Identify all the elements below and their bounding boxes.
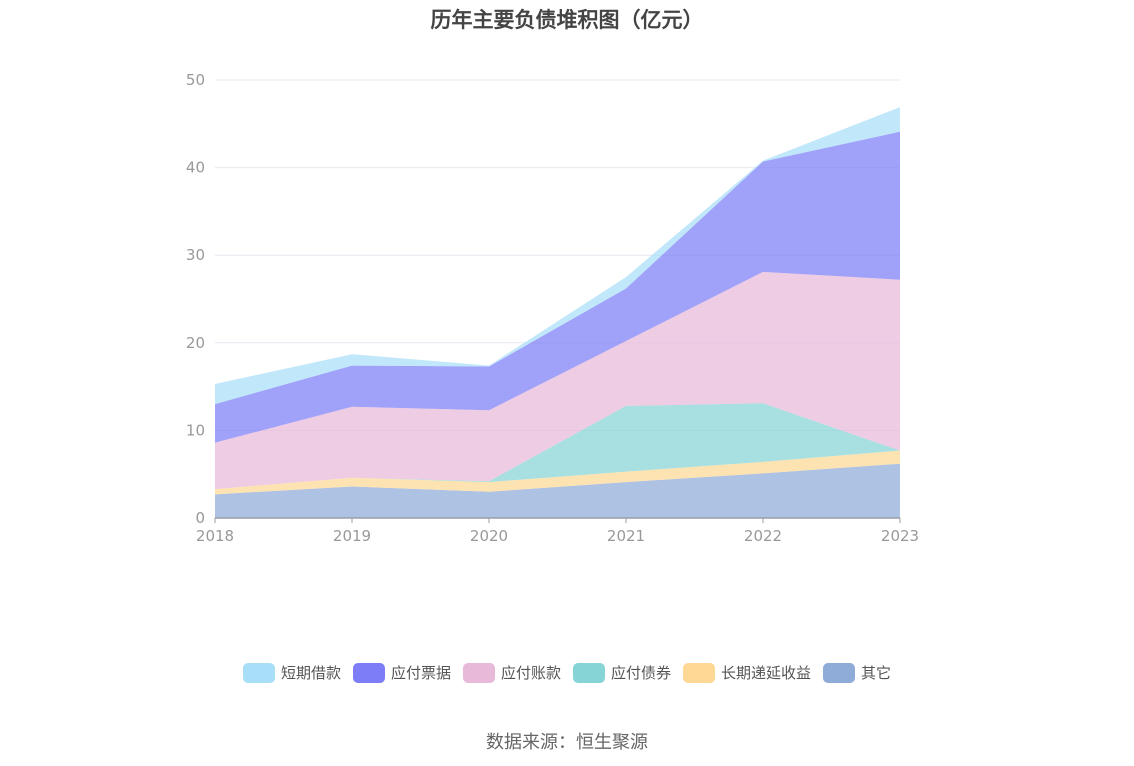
- x-tick-label-5: 2023: [881, 527, 919, 545]
- legend-item-1[interactable]: 应付票据: [352, 662, 451, 683]
- chart-title: 历年主要负债堆积图（亿元）: [430, 8, 704, 32]
- legend-item-2[interactable]: 应付账款: [462, 662, 561, 683]
- area-series-5[interactable]: [215, 107, 900, 405]
- source-note: 数据来源：恒生聚源: [486, 732, 648, 753]
- area-series-0[interactable]: [215, 463, 900, 518]
- area-series-3[interactable]: [215, 271, 900, 490]
- y-tick-label-2: 20: [186, 334, 205, 352]
- legend-swatch: [462, 662, 495, 683]
- area-series-1[interactable]: [215, 450, 900, 495]
- y-tick-label-0: 0: [195, 509, 205, 527]
- x-tick-label-1: 2019: [333, 527, 371, 545]
- axis-layer: 0 10 20 30 40 50 2018 2019 2020 2021 2022 2023: [186, 71, 919, 545]
- legend-item-5[interactable]: 其它: [823, 662, 891, 683]
- legend-item-4[interactable]: 长期递延收益: [683, 662, 811, 683]
- x-tick-label-2: 2020: [470, 527, 508, 545]
- legend-label: 应付账款: [500, 664, 561, 682]
- legend-swatch: [242, 662, 275, 683]
- x-tick-label-4: 2022: [744, 527, 782, 545]
- area-layer: [215, 107, 900, 518]
- chart-plot-area: 0 10 20 30 40 50 2018 2019 2020 2021 2022 2023: [186, 71, 919, 545]
- legend-label: 应付债券: [611, 664, 672, 682]
- legend-label: 应付票据: [390, 664, 451, 682]
- area-series-4[interactable]: [215, 131, 900, 443]
- legend-swatch: [573, 662, 605, 683]
- legend-label: 其它: [861, 664, 892, 682]
- y-tick-label-1: 10: [186, 421, 205, 439]
- y-tick-label-5: 50: [186, 71, 205, 89]
- y-tick-label-4: 40: [186, 159, 205, 177]
- legend-item-3[interactable]: 应付债券: [573, 662, 671, 683]
- legend-swatch: [823, 662, 856, 683]
- x-tick-label-3: 2021: [607, 527, 645, 545]
- area-series-2[interactable]: [215, 403, 900, 490]
- legend-swatch: [683, 662, 716, 683]
- legend-item-0[interactable]: 短期借款: [242, 662, 341, 683]
- legend-label: 长期递延收益: [721, 664, 812, 682]
- legend: 短期借款 应付票据 应付账款 应付债券 长期递延收益 其它: [0, 662, 1134, 683]
- legend-swatch: [352, 662, 385, 683]
- legend-label: 短期借款: [280, 664, 341, 682]
- y-tick-label-3: 30: [186, 246, 205, 264]
- x-tick-label-0: 2018: [196, 527, 234, 545]
